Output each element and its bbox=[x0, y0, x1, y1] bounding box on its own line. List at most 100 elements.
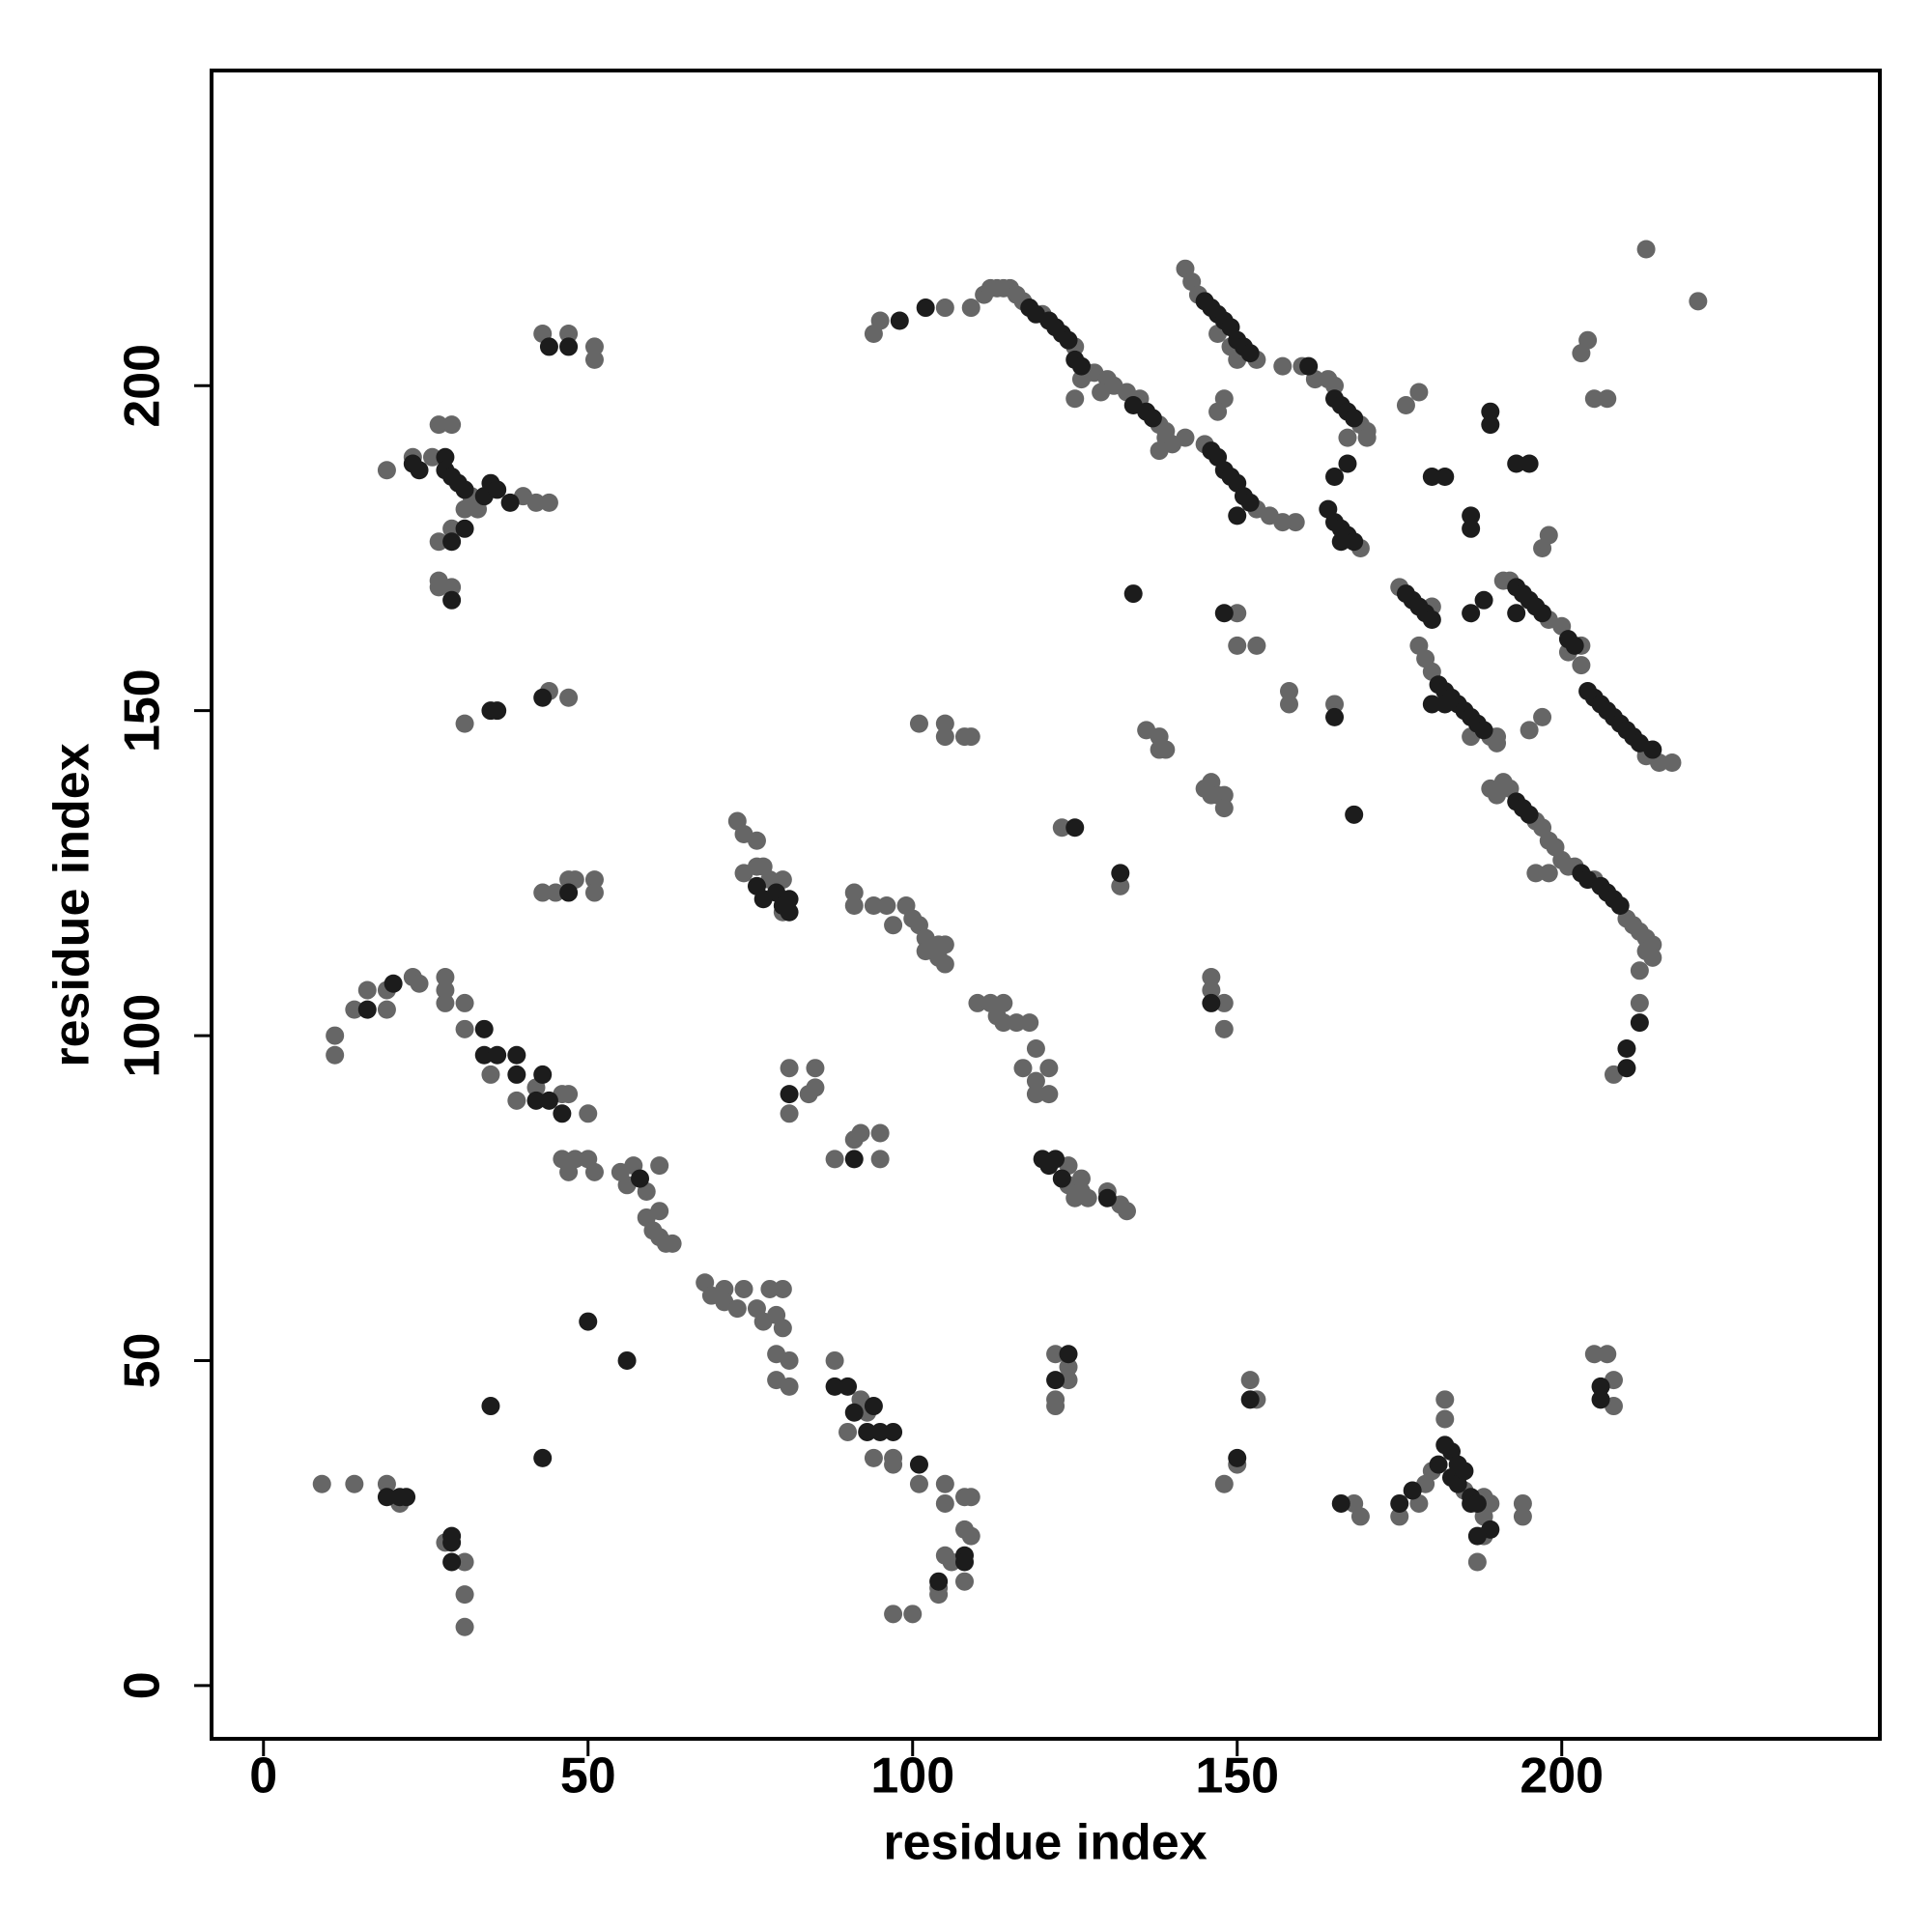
point bbox=[935, 714, 954, 733]
point bbox=[584, 350, 604, 369]
plot-frame bbox=[210, 69, 1882, 1741]
point bbox=[780, 1059, 799, 1078]
point bbox=[539, 1091, 558, 1110]
point bbox=[312, 1474, 331, 1493]
point bbox=[1020, 1013, 1039, 1033]
point bbox=[780, 902, 799, 922]
point bbox=[410, 461, 429, 480]
point bbox=[929, 1572, 949, 1591]
point bbox=[858, 1422, 877, 1441]
point bbox=[935, 1493, 954, 1513]
point bbox=[1111, 876, 1130, 895]
point bbox=[1247, 636, 1266, 655]
point bbox=[1338, 454, 1357, 473]
point bbox=[909, 1455, 928, 1474]
point bbox=[1325, 695, 1345, 714]
point bbox=[1467, 1526, 1487, 1546]
y-tick-label: 100 bbox=[115, 994, 171, 1078]
point bbox=[864, 896, 883, 916]
point bbox=[1636, 240, 1656, 259]
point bbox=[1578, 330, 1598, 350]
point bbox=[1689, 292, 1708, 311]
point bbox=[357, 1000, 377, 1019]
point bbox=[377, 1474, 396, 1493]
point bbox=[455, 480, 474, 499]
point bbox=[326, 1045, 345, 1065]
point bbox=[1071, 1169, 1091, 1188]
point bbox=[422, 447, 441, 467]
point bbox=[780, 1350, 799, 1370]
point bbox=[1643, 935, 1662, 954]
point bbox=[870, 1123, 890, 1143]
point bbox=[1078, 1188, 1097, 1208]
point bbox=[929, 948, 949, 967]
point bbox=[1240, 1390, 1260, 1409]
point bbox=[1520, 805, 1539, 824]
point bbox=[1325, 467, 1345, 486]
point bbox=[825, 1150, 844, 1169]
point bbox=[410, 974, 429, 993]
point bbox=[935, 727, 954, 747]
point bbox=[526, 493, 546, 512]
point bbox=[961, 1526, 980, 1546]
point bbox=[1409, 383, 1429, 402]
point bbox=[1526, 864, 1546, 883]
point bbox=[1357, 428, 1377, 447]
point bbox=[481, 1065, 500, 1084]
point bbox=[747, 831, 766, 850]
point bbox=[1520, 454, 1539, 473]
point bbox=[838, 1377, 858, 1396]
point bbox=[1513, 1493, 1532, 1513]
point bbox=[1273, 356, 1293, 376]
point bbox=[1481, 1493, 1500, 1513]
point bbox=[884, 916, 903, 935]
point bbox=[1481, 415, 1500, 435]
point bbox=[631, 1169, 650, 1188]
point bbox=[870, 1422, 890, 1441]
point bbox=[844, 1150, 864, 1169]
point bbox=[507, 1091, 526, 1110]
point bbox=[1617, 1039, 1636, 1059]
point bbox=[442, 1552, 462, 1572]
point bbox=[442, 590, 462, 610]
point bbox=[663, 1234, 682, 1253]
point bbox=[1331, 1493, 1350, 1513]
point bbox=[1533, 707, 1552, 726]
point bbox=[994, 1013, 1013, 1033]
point bbox=[584, 1162, 604, 1181]
point bbox=[559, 324, 579, 343]
point bbox=[546, 883, 565, 902]
point bbox=[1591, 1390, 1610, 1409]
point bbox=[1039, 1085, 1059, 1104]
point bbox=[429, 532, 448, 552]
point bbox=[579, 1312, 598, 1331]
point bbox=[838, 1422, 858, 1441]
point bbox=[397, 1488, 416, 1507]
y-tick-label: 0 bbox=[115, 1671, 171, 1699]
point bbox=[890, 311, 909, 330]
point bbox=[935, 298, 954, 318]
point bbox=[1422, 695, 1441, 714]
point bbox=[806, 1059, 825, 1078]
point bbox=[864, 1448, 883, 1467]
point bbox=[727, 1299, 747, 1319]
point bbox=[1572, 656, 1591, 675]
point bbox=[1046, 1397, 1065, 1416]
point bbox=[1007, 1013, 1026, 1033]
point bbox=[877, 896, 896, 916]
point bbox=[507, 1065, 526, 1084]
point bbox=[1662, 753, 1682, 772]
point bbox=[1150, 441, 1169, 461]
point bbox=[1013, 1059, 1033, 1078]
point bbox=[559, 688, 579, 707]
point bbox=[1202, 993, 1221, 1012]
point bbox=[1513, 1507, 1532, 1526]
point bbox=[1390, 1493, 1409, 1513]
point bbox=[1228, 636, 1247, 655]
point bbox=[916, 298, 935, 318]
point bbox=[968, 993, 987, 1012]
x-tick-label: 150 bbox=[1195, 1748, 1279, 1804]
point bbox=[579, 1104, 598, 1123]
y-tick-label: 50 bbox=[115, 1333, 171, 1389]
